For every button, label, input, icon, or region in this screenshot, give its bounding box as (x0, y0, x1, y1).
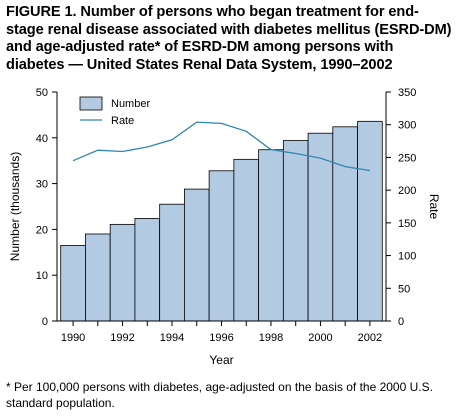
x-tick-label-1992: 1992 (110, 332, 134, 344)
y2-tick-label-150: 150 (398, 218, 416, 230)
y2-tick-label-300: 300 (398, 120, 416, 132)
bar-2002 (357, 120, 383, 322)
y2-tick-label-350: 350 (398, 87, 416, 99)
chart: 0 10 20 30 40 50 0 50 100 150 200 250 300 350 1990 1992… (8, 87, 441, 367)
figure-title: FIGURE 1. Number of persons who began tr… (6, 4, 452, 73)
y-tick-label-40: 40 (36, 133, 48, 145)
bar-1996 (208, 170, 235, 322)
legend-label-rate: Rate (111, 115, 134, 127)
y2-axis-label: Rate (427, 194, 441, 220)
y-tick-label-30: 30 (36, 179, 48, 191)
bar-1992 (109, 223, 136, 322)
y2-tick-label-250: 250 (398, 152, 416, 164)
bar-1994 (159, 203, 185, 322)
bar-1998 (258, 149, 284, 322)
x-tick-label-1990: 1990 (61, 332, 85, 344)
bar-1991 (85, 233, 111, 322)
x-tick-label-2002: 2002 (358, 332, 382, 344)
y2-tick-label-100: 100 (398, 251, 416, 263)
bar-1997 (233, 158, 260, 322)
bar-1990 (60, 245, 86, 322)
x-tick-label-1998: 1998 (259, 332, 283, 344)
legend-label-number: Number (111, 98, 150, 110)
bar-1999 (282, 140, 309, 322)
y-tick-label-0: 0 (42, 316, 48, 328)
footnote: * Per 100,000 persons with diabetes, age… (6, 380, 433, 410)
x-axis-label: Year (209, 353, 233, 367)
y2-tick-label-0: 0 (398, 316, 404, 328)
bar-2001 (332, 126, 358, 322)
legend-swatch-number (79, 96, 103, 111)
y2-tick-label-50: 50 (398, 283, 410, 295)
y-tick-label-10: 10 (36, 270, 48, 282)
y-tick-label-50: 50 (36, 87, 48, 99)
bar-1993 (134, 218, 161, 322)
y-tick-label-20: 20 (36, 224, 48, 236)
y2-tick-label-200: 200 (398, 185, 416, 197)
x-tick-label-1996: 1996 (209, 332, 233, 344)
bar-1995 (183, 188, 210, 322)
x-tick-label-2000: 2000 (308, 332, 332, 344)
rate-line (72, 121, 371, 172)
x-tick-label-1994: 1994 (160, 332, 184, 344)
y-axis-label: Number (thousands) (8, 152, 22, 261)
